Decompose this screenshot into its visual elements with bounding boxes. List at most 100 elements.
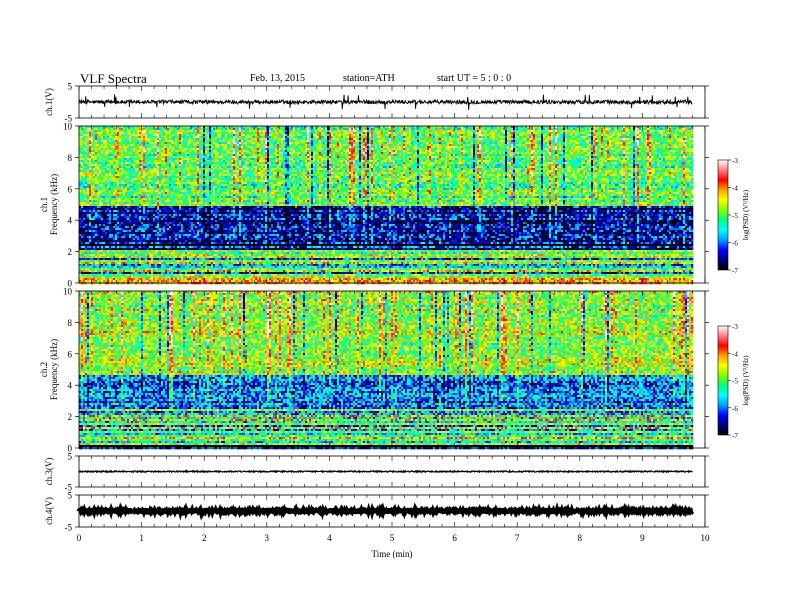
- spectrogram-cell: [159, 246, 161, 248]
- spectrogram-cell: [185, 248, 187, 250]
- spectrogram-cell: [123, 212, 125, 214]
- spectrogram-cell: [157, 258, 159, 260]
- spectrogram-cell: [189, 258, 191, 260]
- spectrogram-cell: [101, 150, 103, 152]
- spectrogram-cell: [177, 150, 179, 152]
- spectrogram-cell: [89, 164, 91, 166]
- spectrogram-cell: [187, 256, 189, 258]
- spectrogram-cell: [179, 268, 181, 270]
- spectrogram-cell: [87, 280, 89, 282]
- spectrogram-cell: [91, 226, 93, 228]
- spectrogram-cell: [189, 198, 191, 200]
- spectrogram-cell: [187, 216, 189, 218]
- spectrogram-cell: [93, 268, 95, 270]
- spectrogram-cell: [183, 254, 185, 256]
- spectrogram-cell: [109, 202, 111, 204]
- spectrogram-cell: [201, 212, 203, 214]
- spectrogram-cell: [183, 170, 185, 172]
- spectrogram-cell: [199, 188, 201, 190]
- spectrogram-cell: [111, 232, 113, 234]
- spectrogram-cell: [115, 194, 117, 196]
- spectrogram-cell: [105, 252, 107, 254]
- spectrogram-cell: [91, 166, 93, 168]
- spectrogram-cell: [199, 262, 201, 264]
- spectrogram-cell: [81, 168, 83, 170]
- spectrogram-cell: [183, 276, 185, 278]
- spectrogram-cell: [123, 258, 125, 260]
- spectrogram-cell: [171, 268, 173, 270]
- spectrogram-cell: [149, 130, 151, 132]
- spectrogram-cell: [97, 176, 99, 178]
- spectrogram-cell: [197, 264, 199, 266]
- spectrogram-cell: [111, 272, 113, 274]
- spectrogram-cell: [177, 206, 179, 208]
- spectrogram-cell: [139, 142, 141, 144]
- spectrogram-cell: [89, 132, 91, 134]
- spectrogram-cell: [97, 156, 99, 158]
- spectrogram-cell: [97, 170, 99, 172]
- spectrogram-cell: [137, 140, 139, 142]
- spectrogram-cell: [189, 234, 191, 236]
- spectrogram-cell: [107, 274, 109, 276]
- spectrogram-cell: [105, 170, 107, 172]
- spectrogram-cell: [111, 260, 113, 262]
- spectrogram-cell: [147, 138, 149, 140]
- spectrogram-cell: [173, 142, 175, 144]
- spectrogram-cell: [123, 276, 125, 278]
- spectrogram-cell: [133, 154, 135, 156]
- spectrogram-cell: [165, 154, 167, 156]
- spectrogram-cell: [187, 132, 189, 134]
- spectrogram-cell: [119, 204, 121, 206]
- spectrogram-cell: [157, 184, 159, 186]
- spectrogram-cell: [99, 262, 101, 264]
- spectrogram-cell: [133, 256, 135, 258]
- spectrogram-cell: [117, 250, 119, 252]
- spectrogram-cell: [195, 258, 197, 260]
- spectrogram-cell: [175, 186, 177, 188]
- spectrogram-cell: [167, 158, 169, 160]
- spectrogram-cell: [115, 184, 117, 186]
- spectrogram-cell: [101, 142, 103, 144]
- spectrogram-cell: [87, 218, 89, 220]
- spectrogram-cell: [189, 150, 191, 152]
- spectrogram-cell: [139, 152, 141, 154]
- spectrogram-cell: [179, 224, 181, 226]
- spectrogram-cell: [201, 180, 203, 182]
- spectrogram-cell: [171, 180, 173, 182]
- spectrogram-cell: [129, 150, 131, 152]
- spectrogram-cell: [83, 158, 85, 160]
- spectrogram-cell: [95, 172, 97, 174]
- spectrogram-cell: [199, 174, 201, 176]
- spectrogram-cell: [155, 128, 157, 130]
- spectrogram-cell: [143, 208, 145, 210]
- spectrogram-cell: [129, 190, 131, 192]
- spectrogram-cell: [151, 180, 153, 182]
- spectrogram-cell: [175, 254, 177, 256]
- spectrogram-cell: [147, 196, 149, 198]
- spectrogram-cell: [101, 184, 103, 186]
- spectrogram-cell: [87, 138, 89, 140]
- spectrogram-cell: [169, 176, 171, 178]
- spectrogram-cell: [181, 142, 183, 144]
- y-tick-label-0: 5: [68, 82, 73, 92]
- spectrogram-cell: [107, 210, 109, 212]
- spectrogram-cell: [85, 252, 87, 254]
- spectrogram-cell: [183, 146, 185, 148]
- spectrogram-cell: [87, 182, 89, 184]
- spectrogram-cell: [189, 232, 191, 234]
- spectrogram-cell: [113, 164, 115, 166]
- spectrogram-cell: [197, 148, 199, 150]
- spectrogram-cell: [163, 276, 165, 278]
- spectrogram-cell: [193, 266, 195, 268]
- spectrogram-cell: [167, 224, 169, 226]
- spectrogram-cell: [169, 242, 171, 244]
- spectrogram-cell: [101, 216, 103, 218]
- spectrogram-cell: [197, 206, 199, 208]
- spectrogram-cell: [103, 222, 105, 224]
- spectrogram-cell: [159, 134, 161, 136]
- spectrogram-cell: [163, 260, 165, 262]
- spectrogram-cell: [175, 164, 177, 166]
- spectrogram-cell: [147, 168, 149, 170]
- spectrogram-cell: [127, 162, 129, 164]
- spectrogram-cell: [179, 142, 181, 144]
